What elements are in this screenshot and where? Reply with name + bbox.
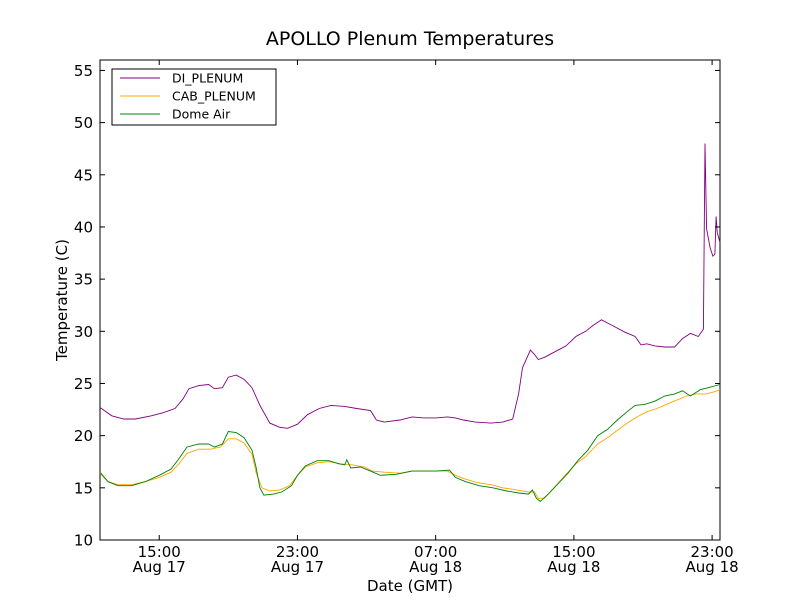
x-tick-time-label: 23:00 — [690, 543, 733, 561]
y-tick-label: 35 — [74, 271, 93, 289]
series-lines — [99, 143, 721, 502]
series-line-di-plenum — [99, 143, 721, 429]
x-tick-time-label: 15:00 — [138, 543, 181, 561]
y-tick-label: 20 — [74, 427, 93, 445]
x-tick-date-label: Aug 17 — [271, 558, 324, 576]
legend-label: Dome Air — [172, 107, 231, 122]
y-tick-label: 40 — [74, 218, 93, 236]
x-tick-time-label: 07:00 — [414, 543, 457, 561]
y-tick-label: 50 — [74, 114, 93, 132]
y-axis: 10 15 20 25 30 35 40 45 50 55 — [74, 62, 720, 550]
y-tick-label: 15 — [74, 479, 93, 497]
chart-title: APOLLO Plenum Temperatures — [266, 28, 554, 50]
x-tick-time-label: 15:00 — [552, 543, 595, 561]
y-tick-label: 10 — [74, 532, 93, 550]
x-tick-date-label: Aug 18 — [686, 558, 739, 576]
x-axis-label: Date (GMT) — [367, 577, 453, 595]
x-tick-date-label: Aug 18 — [409, 558, 462, 576]
y-tick-label: 30 — [74, 323, 93, 341]
y-tick-label: 25 — [74, 375, 93, 393]
x-tick-date-label: Aug 18 — [547, 558, 600, 576]
y-tick-label: 55 — [74, 62, 93, 80]
legend: DI_PLENUM CAB_PLENUM Dome Air — [111, 68, 277, 126]
x-tick-date-label: Aug 17 — [133, 558, 186, 576]
legend-label: CAB_PLENUM — [172, 89, 256, 104]
series-line-dome-air — [99, 384, 721, 502]
x-tick-time-label: 23:00 — [276, 543, 319, 561]
y-axis-label: Temperature (C) — [53, 239, 71, 362]
legend-label: DI_PLENUM — [172, 71, 243, 86]
y-tick-label: 45 — [74, 166, 93, 184]
plot-area — [99, 59, 721, 541]
